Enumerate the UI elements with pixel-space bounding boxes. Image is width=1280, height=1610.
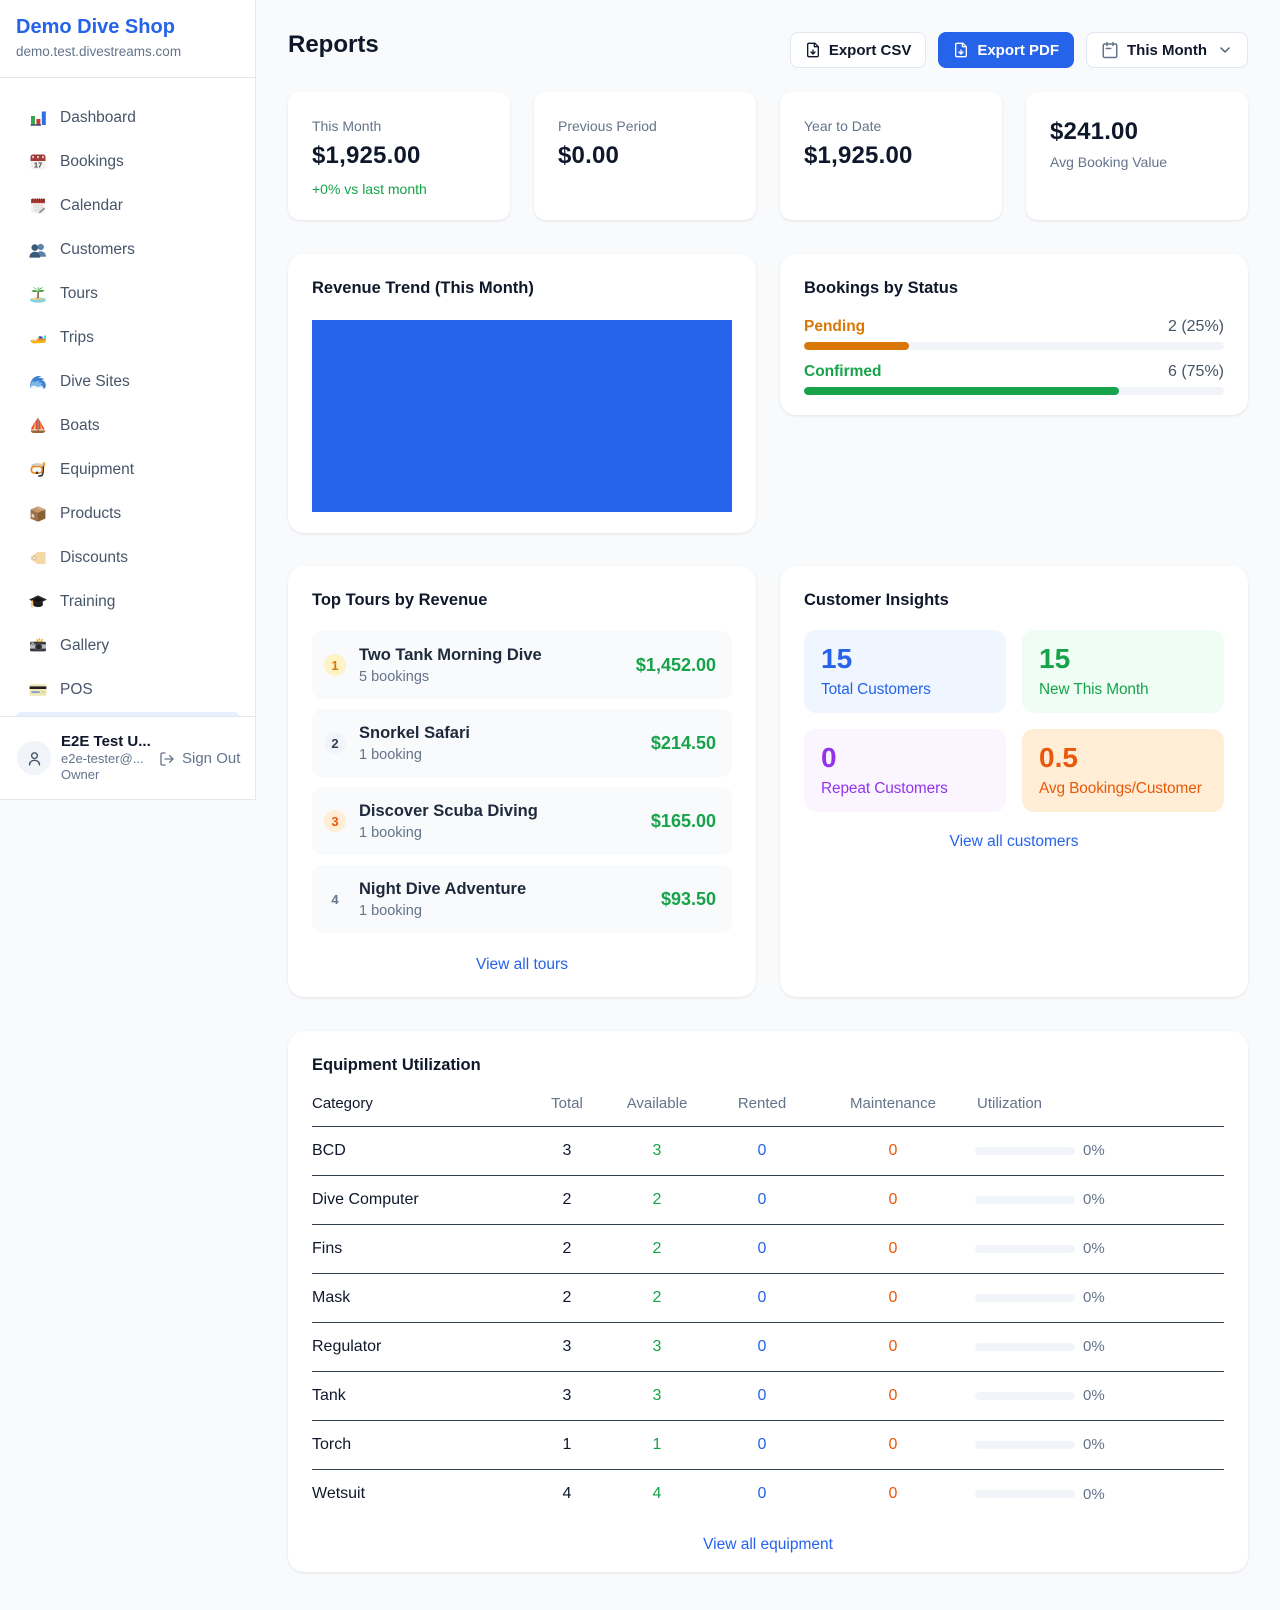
svg-text:17: 17 <box>34 161 42 170</box>
